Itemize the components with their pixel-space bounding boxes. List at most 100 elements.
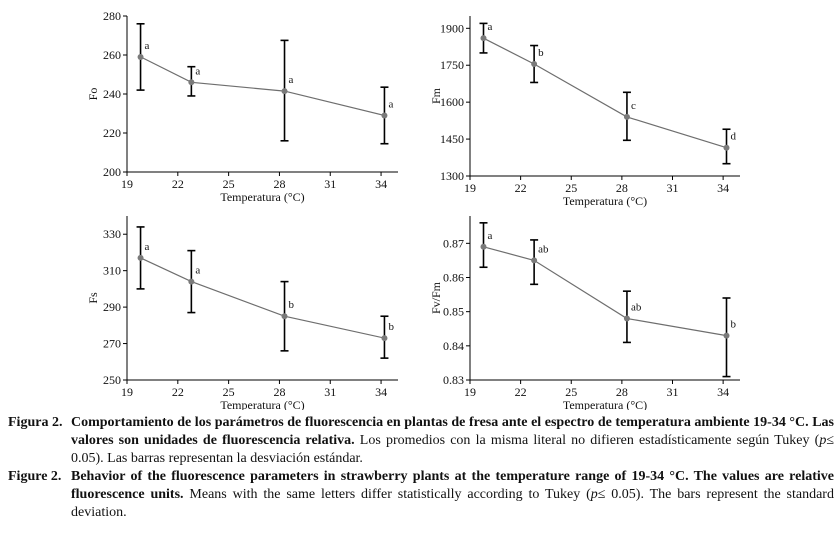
x-tick-label: 34: [717, 181, 729, 195]
significance-letter: c: [631, 100, 636, 112]
caption-english: Figure 2. Behavior of the fluorescence p…: [8, 468, 834, 522]
x-tick-label: 22: [515, 181, 527, 195]
y-tick-label: 260: [103, 48, 121, 62]
data-point: [531, 61, 538, 67]
y-tick-label: 1450: [440, 132, 464, 146]
series-line: [140, 257, 385, 339]
y-tick-label: 200: [103, 165, 121, 179]
panel-fm: 1300 1450 1600 1750 1900 19 22 25 28 31 34 Temperat…: [429, 16, 740, 208]
y-axis-label: Fo: [86, 88, 100, 101]
data-point: [480, 35, 487, 42]
series-line: [483, 37, 727, 149]
x-tick-label: 25: [223, 385, 235, 399]
x-tick-label: 22: [515, 385, 527, 399]
x-tick-label: 31: [667, 181, 679, 195]
caption-en-text-2: ≤ 0.05). The bars represent the standard…: [71, 487, 834, 520]
y-axis-label: Fv/Fm: [429, 281, 443, 314]
x-tick-label: 28: [273, 177, 285, 191]
y-tick-label: 280: [103, 9, 121, 23]
x-tick-label: 28: [616, 385, 628, 399]
x-tick-label: 31: [667, 385, 679, 399]
caption-es-p: p: [819, 433, 827, 448]
y-tick-label: 1300: [440, 169, 464, 183]
y-axis-label: Fm: [429, 87, 443, 104]
caption-es-label: Figura 2.: [8, 415, 63, 430]
x-axis-label: Temperatura (°C): [563, 398, 647, 410]
caption-en-text-1: Means with the same letters differ stati…: [183, 487, 591, 502]
y-tick-label: 290: [103, 300, 121, 314]
y-tick-label: 1750: [440, 58, 464, 72]
x-tick-label: 34: [375, 385, 387, 399]
y-tick-label: 270: [103, 337, 121, 351]
data-point: [188, 79, 195, 86]
data-point: [281, 313, 288, 320]
data-point: [531, 257, 538, 264]
caption-en-bold: Behavior of the fluorescence parameters …: [71, 469, 834, 502]
x-tick-label: 25: [565, 181, 577, 195]
y-tick-label: 250: [103, 373, 121, 387]
caption-en-p: p: [590, 487, 598, 502]
x-tick-label: 34: [717, 385, 729, 399]
caption-en-label: Figure 2.: [8, 469, 62, 484]
y-tick-label: 0.83: [443, 373, 464, 387]
y-tick-label: 0.84: [443, 339, 464, 353]
panel-fs: 250 270 290 310 330 19 22 25 28 31 34 Temperatura (…: [86, 216, 398, 410]
data-point: [623, 113, 630, 120]
caption-es-text-2: ≤ 0.05). Las barras representan la desvi…: [71, 433, 834, 466]
y-tick-label: 310: [103, 264, 121, 278]
x-tick-label: 31: [324, 385, 336, 399]
y-tick-label: 1900: [440, 21, 464, 35]
y-tick-label: 330: [103, 227, 121, 241]
series-line: [140, 56, 385, 117]
caption-es-text-1: Los promedios con la misma literal no di…: [354, 433, 820, 448]
x-tick-label: 19: [464, 181, 476, 195]
data-point: [281, 88, 288, 95]
significance-letter: a: [145, 241, 150, 253]
x-axis-label: Temperatura (°C): [563, 194, 647, 208]
significance-letter: ab: [631, 302, 642, 314]
x-tick-label: 31: [324, 177, 336, 191]
figure-caption: Figura 2. Comportamiento de los parámetr…: [8, 414, 834, 522]
caption-es-bold: Comportamiento de los parámetros de fluo…: [71, 415, 834, 448]
x-tick-label: 34: [375, 177, 387, 191]
data-point: [188, 278, 195, 285]
data-point: [723, 144, 730, 151]
x-tick-label: 28: [616, 181, 628, 195]
significance-letter: a: [289, 74, 294, 86]
x-tick-label: 28: [273, 385, 285, 399]
data-point: [723, 332, 730, 339]
significance-letter: d: [731, 131, 737, 143]
significance-letter: a: [488, 21, 493, 33]
x-tick-label: 22: [172, 177, 184, 191]
x-axis-label: Temperatura (°C): [220, 190, 304, 204]
y-tick-label: 0.86: [443, 271, 464, 285]
x-axis-label: Temperatura (°C): [220, 398, 304, 410]
data-point: [137, 254, 144, 261]
y-tick-label: 0.87: [443, 236, 464, 250]
significance-letter: a: [195, 265, 200, 277]
data-point: [381, 335, 388, 342]
series-line: [483, 246, 727, 337]
significance-letter: b: [289, 299, 295, 311]
data-point: [137, 53, 144, 60]
x-tick-label: 22: [172, 385, 184, 399]
significance-letter: b: [731, 319, 737, 331]
significance-letter: a: [145, 40, 150, 52]
significance-letter: b: [388, 321, 394, 333]
y-axis-label: Fs: [86, 292, 100, 304]
panel-fo: 200 220 240 260 280 19 22 25 28 31 34 Temperatura (…: [86, 9, 398, 204]
significance-letter: a: [388, 98, 393, 110]
significance-letter: ab: [538, 243, 549, 255]
panel-fvfm: 0.83 0.84 0.85 0.86 0.87 19 22 25 28 31 34 Temperat…: [429, 216, 740, 410]
data-point: [623, 315, 630, 322]
data-point: [480, 243, 487, 250]
y-tick-label: 240: [103, 87, 121, 101]
x-tick-label: 25: [223, 177, 235, 191]
y-tick-label: 0.85: [443, 305, 464, 319]
x-tick-label: 19: [121, 385, 133, 399]
significance-letter: b: [538, 47, 544, 59]
y-tick-label: 1600: [440, 95, 464, 109]
caption-spanish: Figura 2. Comportamiento de los parámetr…: [8, 414, 834, 468]
x-tick-label: 25: [565, 385, 577, 399]
significance-letter: a: [195, 65, 200, 77]
